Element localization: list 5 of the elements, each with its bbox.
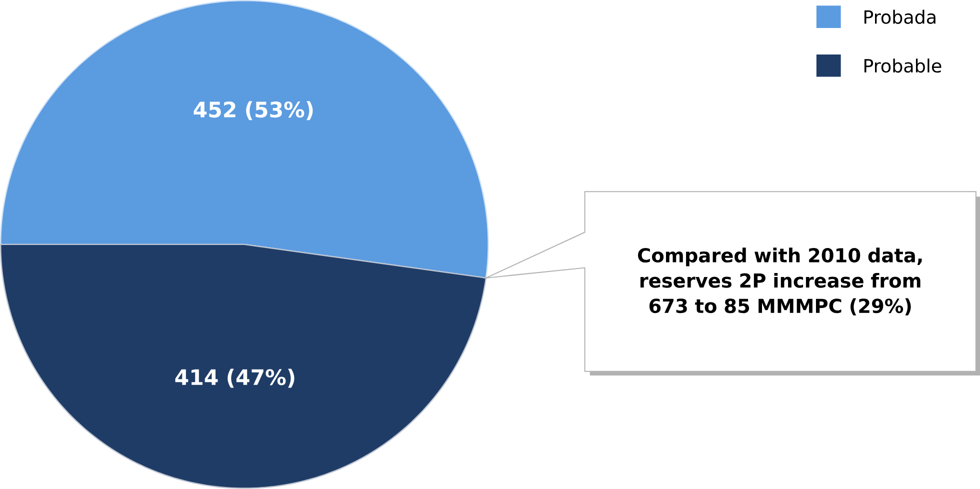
data-label: 414 (47%) (175, 368, 294, 388)
text: Compared with 2010 data, reserves 2P increase from 673 to 85 MMMPC (29%) (638, 248, 922, 316)
legend-label: Probable (864, 58, 942, 73)
legend-label: Probada (864, 10, 936, 24)
data-label: 452 (53%) (194, 101, 313, 120)
